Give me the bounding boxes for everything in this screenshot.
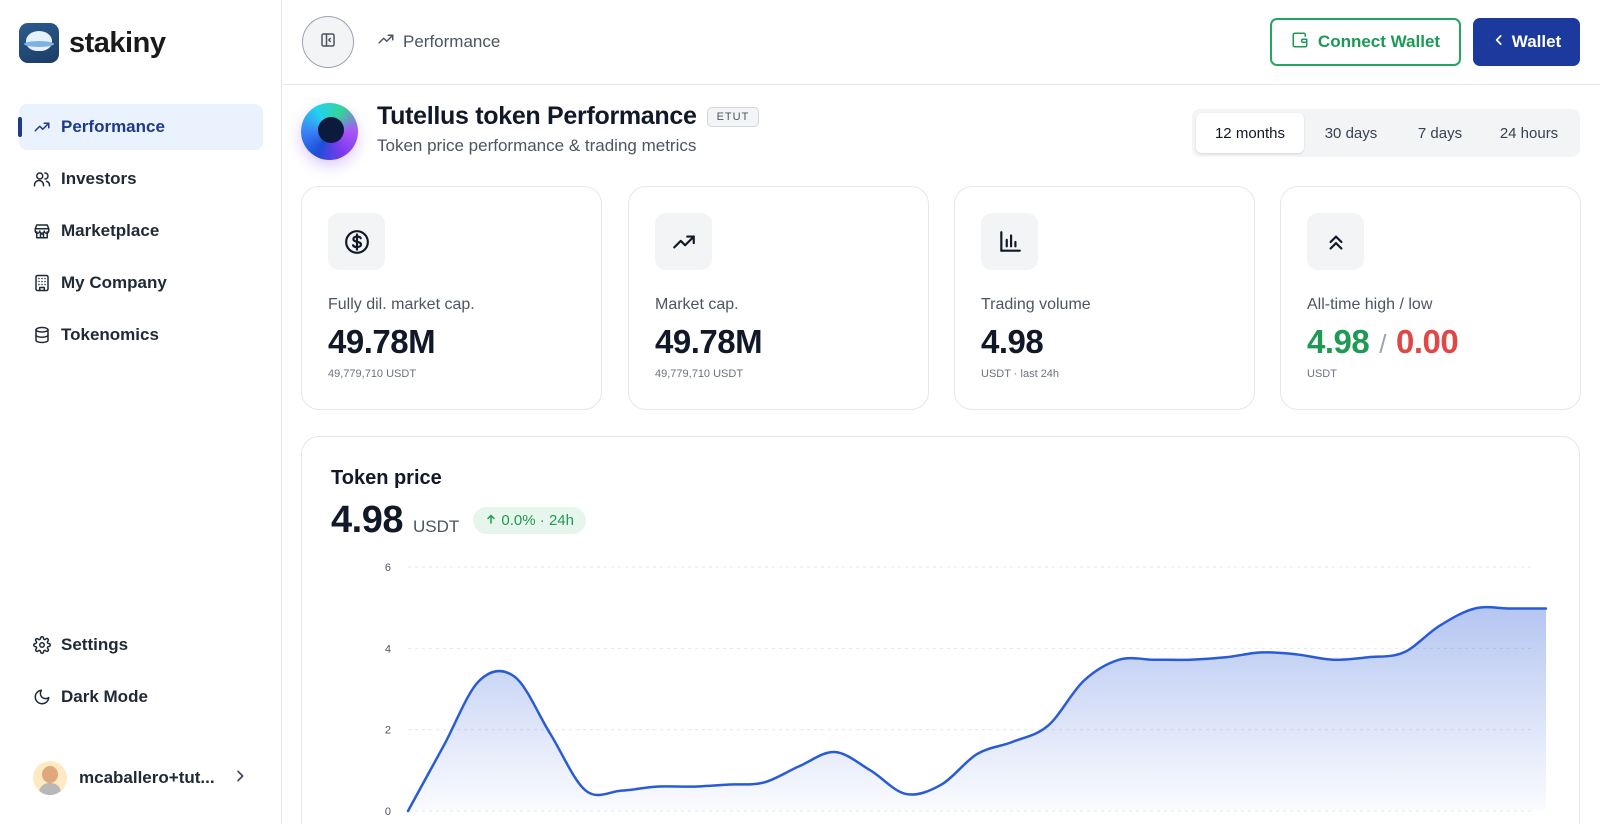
connect-wallet-button[interactable]: Connect Wallet bbox=[1270, 18, 1461, 66]
trending-up-icon bbox=[377, 30, 395, 53]
breadcrumb: Performance bbox=[377, 30, 500, 53]
sidebar-item-settings[interactable]: Settings bbox=[19, 622, 263, 668]
breadcrumb-label: Performance bbox=[403, 31, 501, 51]
chart-title: Token price bbox=[331, 467, 442, 489]
price-change-label: 0.0% · 24h bbox=[501, 512, 574, 529]
range-30-days[interactable]: 30 days bbox=[1324, 124, 1378, 142]
sidebar-item-label: Marketplace bbox=[61, 221, 160, 240]
brand-logo bbox=[19, 23, 59, 63]
chevrons-up-icon bbox=[1307, 213, 1364, 270]
stat-label: Market cap. bbox=[655, 296, 739, 313]
stat-card-market-cap: Market cap. 49.78M 49,779,710 USDT bbox=[628, 186, 929, 410]
price-line bbox=[406, 605, 1548, 813]
stat-label: Fully dil. market cap. bbox=[328, 296, 475, 313]
token-title: Tutellus token Performance ETUT bbox=[377, 102, 760, 131]
connect-wallet-label: Connect Wallet bbox=[1317, 32, 1441, 51]
sidebar-item-label: Investors bbox=[61, 169, 137, 188]
stat-sub: 49,779,710 USDT bbox=[655, 368, 744, 380]
price-unit: USDT bbox=[412, 517, 460, 536]
price-chart[interactable]: 0 2 4 6 bbox=[302, 437, 1581, 824]
range-7-days[interactable]: 7 days bbox=[1417, 124, 1463, 142]
all-time-low-value: 0.00 bbox=[1395, 323, 1459, 360]
sidebar: stakiny Performance Investors Marketplac… bbox=[0, 0, 282, 824]
top-header: Performance Connect Wallet Wallet bbox=[283, 0, 1600, 85]
high-low-separator: / bbox=[1379, 329, 1386, 359]
building-icon bbox=[33, 274, 51, 292]
dollar-circle-icon bbox=[328, 213, 385, 270]
token-logo bbox=[301, 103, 358, 160]
stat-sub: USDT bbox=[1307, 368, 1337, 380]
database-icon bbox=[33, 326, 51, 344]
token-price-card: Token price 4.98 USDT 0.0% · 24h 0 2 4 6 bbox=[301, 436, 1580, 824]
avatar bbox=[33, 761, 67, 795]
price-row: 4.98 USDT 0.0% · 24h bbox=[331, 499, 586, 542]
price-value: 4.98 bbox=[331, 499, 403, 541]
price-change-badge: 0.0% · 24h bbox=[473, 507, 586, 534]
sidebar-bottom-nav: Settings Dark Mode bbox=[19, 622, 263, 726]
trending-up-icon bbox=[33, 118, 51, 136]
time-range-selector: 12 months 30 days 7 days 24 hours bbox=[1192, 109, 1580, 157]
stat-card-ath-atl: All-time high / low 4.98 / 0.00 USDT bbox=[1280, 186, 1581, 410]
panel-left-icon bbox=[319, 31, 337, 54]
all-time-high-value: 4.98 bbox=[1307, 323, 1370, 360]
sidebar-item-investors[interactable]: Investors bbox=[19, 156, 263, 202]
sidebar-item-dark-mode[interactable]: Dark Mode bbox=[19, 674, 263, 720]
sidebar-toggle-button[interactable] bbox=[302, 16, 354, 68]
wallet-label: Wallet bbox=[1511, 32, 1562, 51]
sidebar-item-tokenomics[interactable]: Tokenomics bbox=[19, 312, 263, 358]
sidebar-item-label: Performance bbox=[61, 117, 165, 136]
stat-value: 49.78M bbox=[328, 323, 436, 360]
sidebar-item-label: My Company bbox=[61, 273, 167, 292]
chevron-left-icon bbox=[1492, 32, 1506, 52]
price-area bbox=[408, 607, 1546, 811]
sidebar-item-performance[interactable]: Performance bbox=[18, 104, 263, 150]
users-icon bbox=[33, 170, 51, 188]
range-24-hours[interactable]: 24 hours bbox=[1499, 124, 1559, 142]
brand-name: stakiny bbox=[69, 26, 166, 59]
sidebar-item-label: Tokenomics bbox=[61, 325, 159, 344]
store-icon bbox=[33, 222, 51, 240]
chevron-right-icon bbox=[232, 768, 248, 789]
sidebar-nav: Performance Investors Marketplace My Com… bbox=[18, 104, 263, 364]
stat-label: All-time high / low bbox=[1307, 296, 1433, 313]
wallet-button[interactable]: Wallet bbox=[1473, 18, 1580, 66]
sidebar-item-marketplace[interactable]: Marketplace bbox=[19, 208, 263, 254]
brand[interactable]: stakiny bbox=[19, 23, 166, 63]
stat-label: Trading volume bbox=[981, 296, 1091, 313]
arrow-up-icon bbox=[485, 512, 501, 529]
sidebar-item-label: Settings bbox=[61, 635, 129, 654]
page-subtitle: Token price performance & trading metric… bbox=[377, 136, 697, 155]
moon-icon bbox=[33, 688, 51, 706]
y-tick-label: 2 bbox=[385, 725, 391, 737]
token-symbol-badge: ETUT bbox=[706, 106, 760, 127]
bar-chart-icon bbox=[981, 213, 1038, 270]
sidebar-item-my-company[interactable]: My Company bbox=[19, 260, 263, 306]
stat-card-fdv: Fully dil. market cap. 49.78M 49,779,710… bbox=[301, 186, 602, 410]
gear-icon bbox=[33, 636, 51, 654]
wallet-icon bbox=[1291, 31, 1309, 54]
stat-value: 4.98 bbox=[981, 323, 1044, 360]
stat-sub: 49,779,710 USDT bbox=[328, 368, 417, 380]
stat-sub: USDT · last 24h bbox=[981, 368, 1060, 380]
y-tick-label: 4 bbox=[385, 643, 391, 655]
user-name: mcaballero+tut... bbox=[79, 768, 215, 787]
trending-up-icon bbox=[655, 213, 712, 270]
sidebar-item-label: Dark Mode bbox=[61, 687, 148, 706]
user-menu[interactable]: mcaballero+tut... bbox=[33, 761, 248, 795]
y-tick-label: 0 bbox=[385, 806, 391, 818]
range-12-months[interactable]: 12 months bbox=[1196, 113, 1304, 153]
y-tick-label: 6 bbox=[385, 562, 391, 574]
stat-card-trading-volume: Trading volume 4.98 USDT · last 24h bbox=[954, 186, 1255, 410]
stat-value-high-low: 4.98 / 0.00 bbox=[1307, 323, 1459, 361]
page-title: Tutellus token Performance bbox=[377, 102, 697, 130]
stat-value: 49.78M bbox=[655, 323, 763, 360]
